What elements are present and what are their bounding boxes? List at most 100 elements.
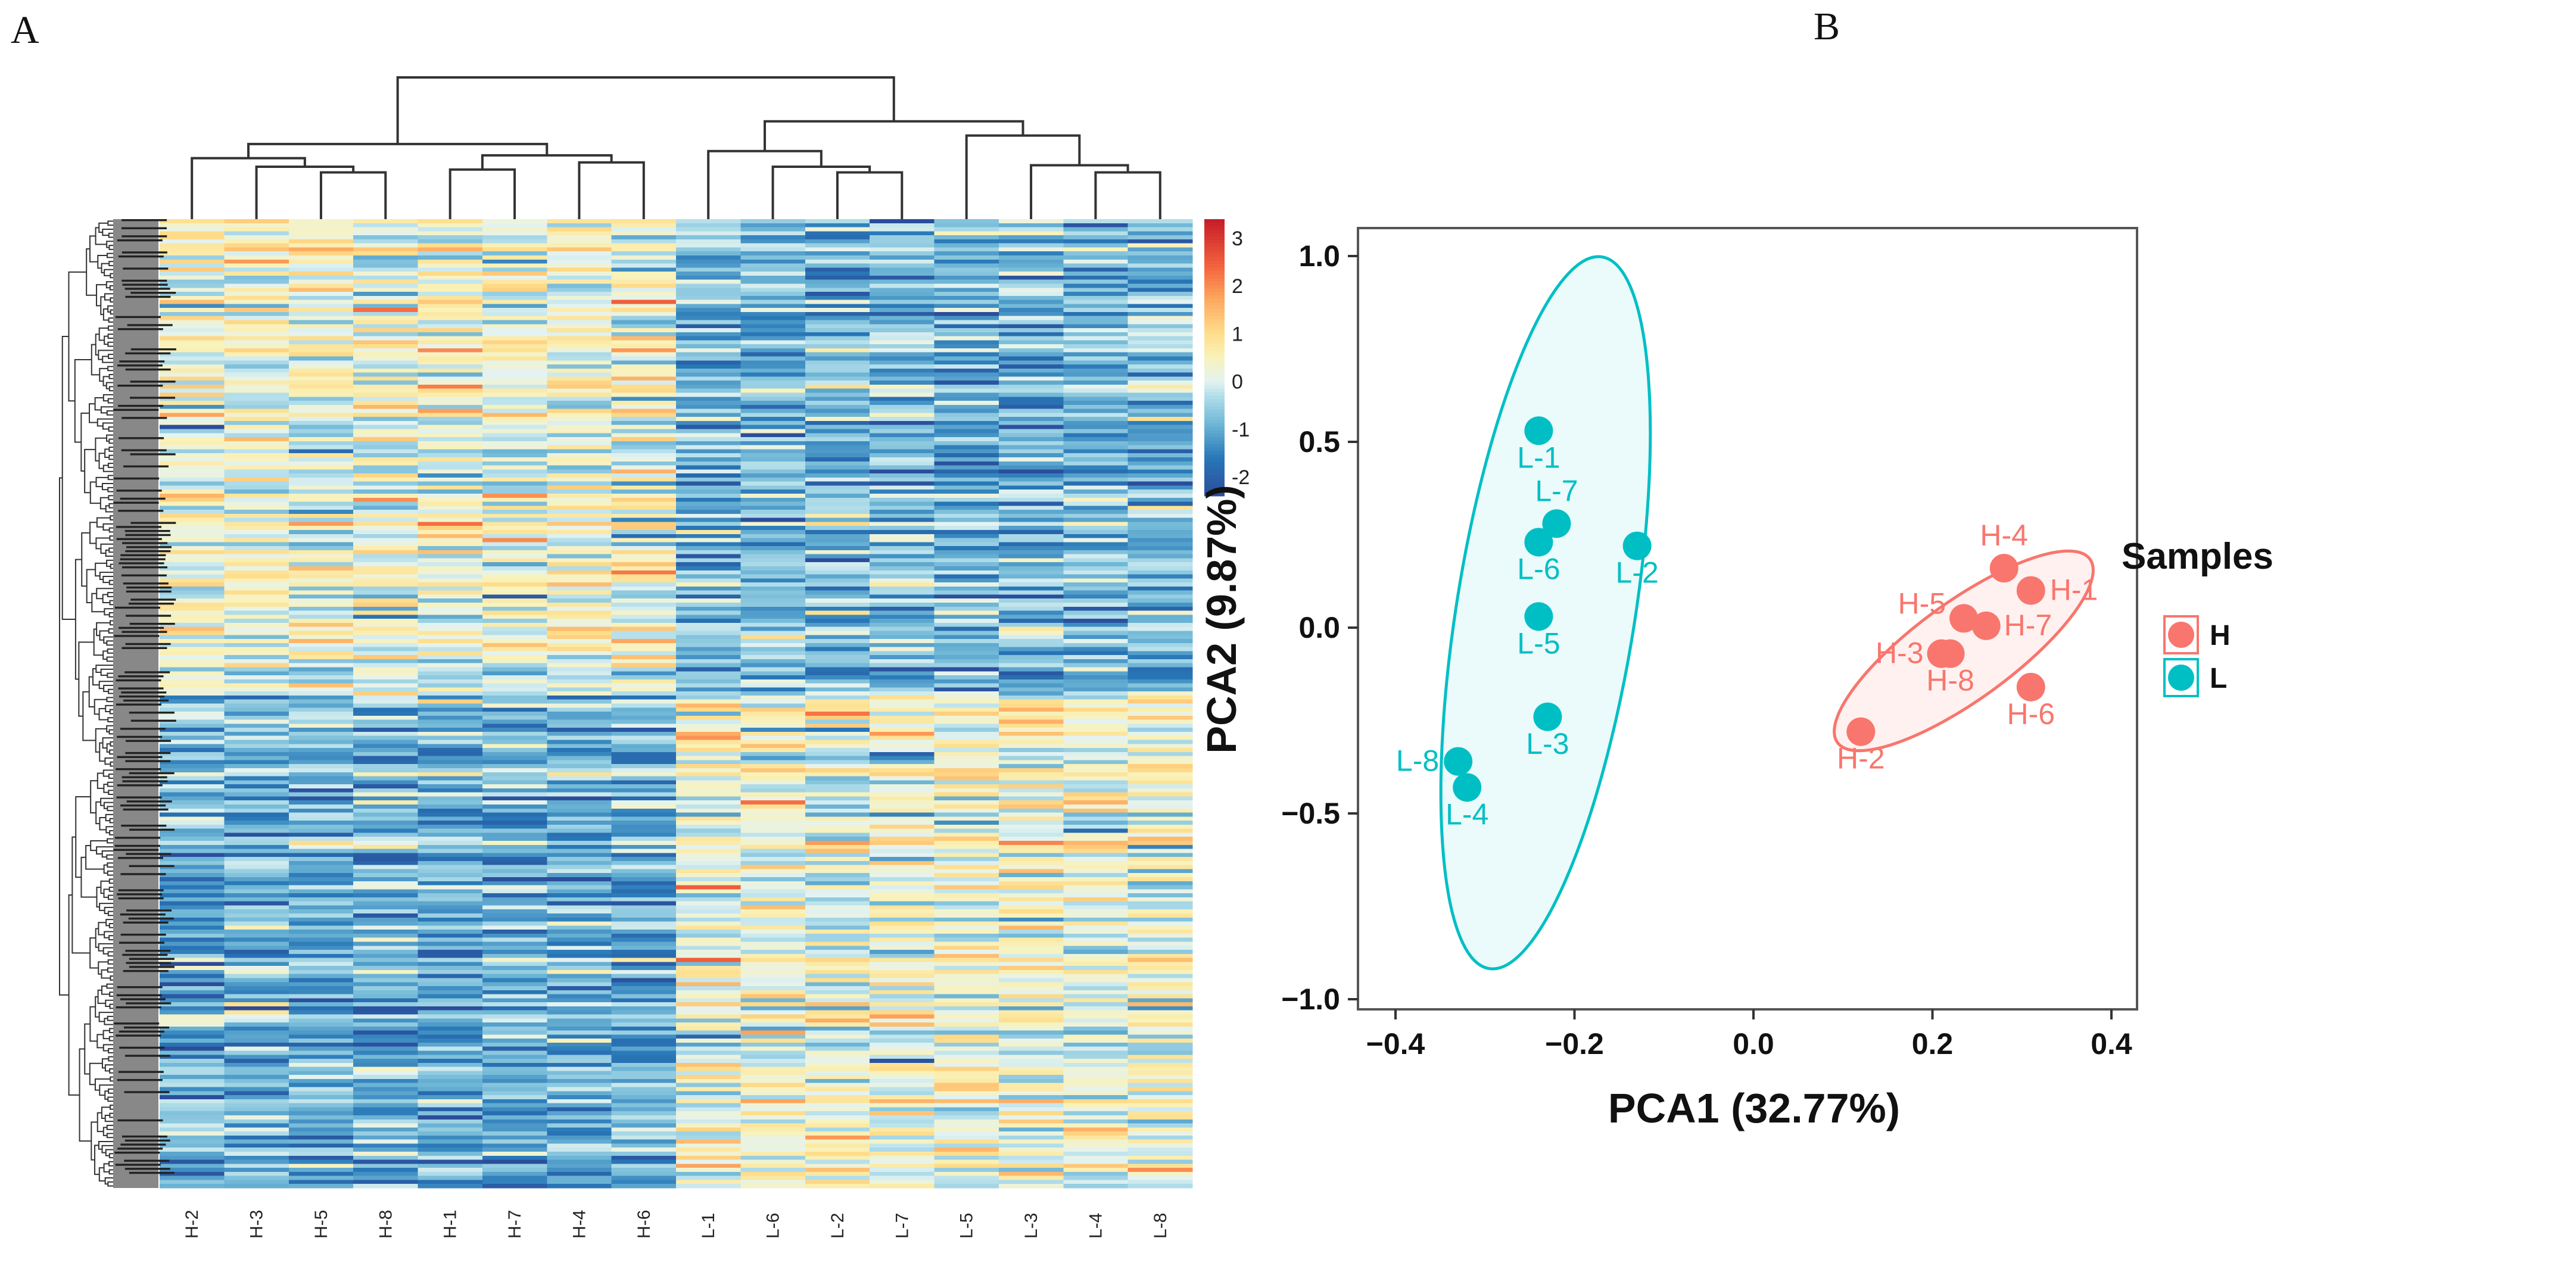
heatmap-cell — [547, 554, 612, 559]
heatmap-cell — [998, 1010, 1064, 1015]
heatmap-cell — [1127, 881, 1193, 886]
row-leaf-line — [125, 368, 171, 371]
heatmap-cell — [1127, 946, 1193, 950]
heatmap-cell — [547, 1091, 612, 1096]
heatmap-cell — [288, 828, 354, 834]
heatmap-cell — [418, 227, 483, 232]
point-label: L-5 — [1517, 626, 1560, 660]
heatmap-cell — [1127, 510, 1193, 514]
heatmap-cell — [160, 272, 225, 276]
heatmap-cell — [805, 610, 870, 615]
heatmap-cell — [870, 453, 935, 458]
heatmap-cell — [224, 619, 289, 623]
heatmap-cell — [676, 719, 741, 724]
heatmap-cell — [934, 909, 999, 914]
heatmap-cell — [353, 300, 419, 304]
heatmap-cell — [998, 477, 1064, 482]
heatmap-cell — [676, 477, 741, 482]
heatmap-cell — [288, 409, 354, 413]
heatmap-cell — [998, 921, 1064, 926]
heatmap-cell — [547, 368, 612, 373]
heatmap-cell — [676, 425, 741, 430]
heatmap-cell — [934, 510, 999, 514]
heatmap-cell — [805, 401, 870, 406]
heatmap-cell — [224, 1095, 289, 1100]
row-dendrogram-branch — [103, 802, 113, 809]
heatmap-cell — [353, 1171, 419, 1177]
heatmap-cell — [870, 925, 935, 930]
heatmap-cell — [288, 263, 354, 268]
heatmap-cell — [160, 663, 225, 668]
heatmap-cell — [224, 1123, 289, 1128]
heatmap-cell — [934, 764, 999, 769]
heatmap-cell — [676, 675, 741, 680]
colorbar-segment — [1204, 406, 1225, 410]
heatmap-cell — [160, 517, 225, 523]
heatmap-cell — [611, 699, 677, 704]
heatmap-cell — [353, 853, 419, 857]
row-leaf-line — [125, 295, 171, 298]
heatmap-cell — [224, 259, 289, 264]
heatmap-cell — [288, 477, 354, 482]
heatmap-cell — [224, 643, 289, 648]
heatmap-cell — [1127, 840, 1193, 846]
heatmap-cell — [740, 409, 806, 413]
heatmap-cell — [160, 731, 225, 737]
heatmap-cell — [353, 651, 419, 656]
colorbar-segment — [1204, 350, 1225, 355]
heatmap-cell — [353, 804, 419, 809]
heatmap-cell — [805, 279, 870, 285]
heatmap-cell — [740, 675, 806, 680]
heatmap-cell — [1127, 441, 1193, 446]
heatmap-cell — [1127, 812, 1193, 817]
heatmap-cell — [418, 235, 483, 240]
heatmap-cell — [224, 550, 289, 555]
heatmap-cell — [611, 489, 677, 494]
heatmap-cell — [998, 958, 1064, 962]
heatmap-cell — [353, 860, 419, 866]
heatmap-cell — [676, 873, 741, 878]
heatmap-cell — [288, 1131, 354, 1136]
heatmap-cell — [998, 675, 1064, 680]
heatmap-cell — [1063, 461, 1129, 466]
heatmap-cell — [224, 978, 289, 983]
heatmap-cell — [547, 493, 612, 498]
heatmap-cell — [1063, 1034, 1129, 1039]
heatmap-cell — [160, 1046, 225, 1052]
heatmap-cell — [1063, 990, 1129, 995]
heatmap-cell — [805, 655, 870, 660]
heatmap-cell — [611, 881, 677, 886]
heatmap-cell — [160, 622, 225, 628]
heatmap-cell — [288, 324, 354, 329]
heatmap-cell — [288, 417, 354, 422]
heatmap-cell — [288, 570, 354, 575]
heatmap-cell — [998, 885, 1064, 890]
heatmap-cell — [805, 340, 870, 345]
heatmap-cell — [160, 348, 225, 353]
heatmap-cell — [676, 707, 741, 712]
heatmap-cell — [1063, 712, 1129, 716]
heatmap-cell — [1127, 691, 1193, 696]
heatmap-cell — [870, 679, 935, 684]
heatmap-cell — [160, 530, 225, 535]
heatmap-cell — [224, 780, 289, 785]
heatmap-cell — [1063, 1050, 1129, 1055]
heatmap-cell — [870, 586, 935, 591]
heatmap-cell — [805, 784, 870, 789]
heatmap-cell — [160, 800, 225, 805]
heatmap-cell — [611, 930, 677, 934]
heatmap-cell — [288, 1127, 354, 1132]
heatmap-cell — [482, 998, 547, 1003]
heatmap-cell — [805, 885, 870, 890]
heatmap-cell — [934, 994, 999, 999]
heatmap-cell — [1127, 1010, 1193, 1015]
heatmap-cell — [998, 388, 1064, 394]
heatmap-cell — [418, 937, 483, 943]
heatmap-cell — [418, 703, 483, 708]
heatmap-cell — [805, 958, 870, 962]
heatmap-cell — [482, 550, 547, 555]
heatmap-cell — [1063, 1002, 1129, 1007]
heatmap-cell — [482, 457, 547, 462]
heatmap-cell — [160, 994, 225, 999]
heatmap-cell — [288, 719, 354, 724]
